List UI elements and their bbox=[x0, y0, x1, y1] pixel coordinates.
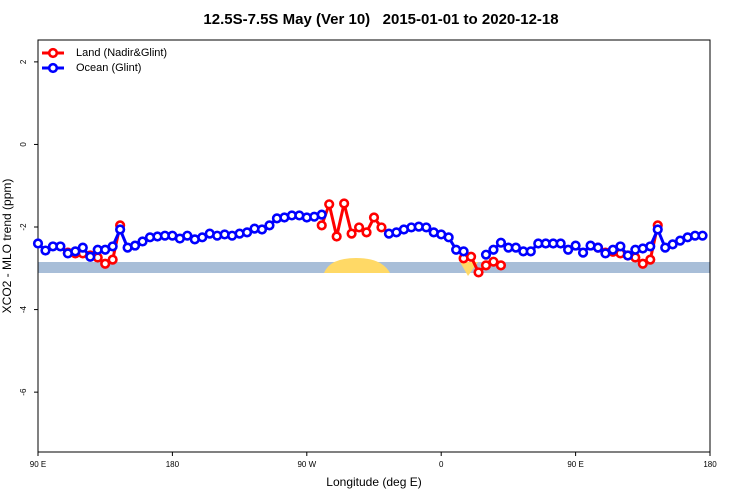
data-point bbox=[361, 227, 372, 238]
data-point bbox=[115, 224, 126, 235]
data-point bbox=[346, 228, 357, 239]
data-point bbox=[70, 246, 81, 257]
data-point bbox=[264, 220, 275, 231]
data-point bbox=[316, 220, 327, 231]
data-point bbox=[570, 240, 581, 251]
y-tick-label: -4 bbox=[19, 305, 28, 313]
data-point bbox=[480, 249, 492, 260]
y-axis-label: XCO2 - MLO trend (ppm) bbox=[0, 179, 14, 314]
data-point bbox=[55, 241, 66, 252]
data-point bbox=[488, 256, 499, 267]
data-point bbox=[182, 230, 193, 241]
legend-label: Land (Nadir&Glint) bbox=[76, 47, 167, 59]
data-point bbox=[324, 199, 335, 210]
data-point bbox=[510, 242, 521, 253]
data-point bbox=[577, 247, 589, 258]
data-point bbox=[376, 222, 387, 233]
y-tick-label: -2 bbox=[19, 223, 28, 231]
data-point bbox=[241, 227, 253, 238]
y-tick-label: 2 bbox=[19, 59, 28, 64]
data-point bbox=[339, 198, 350, 209]
data-point bbox=[107, 241, 118, 252]
plot-area bbox=[32, 198, 708, 278]
data-point bbox=[316, 209, 327, 220]
data-point bbox=[473, 267, 484, 278]
data-point bbox=[421, 222, 432, 233]
legend-marker bbox=[47, 47, 59, 59]
data-point bbox=[129, 240, 141, 251]
land-mask bbox=[38, 258, 710, 276]
data-point bbox=[697, 230, 708, 241]
data-point bbox=[368, 212, 380, 223]
data-point bbox=[32, 238, 44, 249]
data-point bbox=[555, 238, 566, 249]
data-point bbox=[331, 231, 342, 242]
data-point bbox=[85, 251, 96, 262]
x-tick-label: 180 bbox=[703, 460, 717, 469]
x-tick-label: 90 E bbox=[567, 460, 583, 469]
data-point bbox=[645, 241, 656, 252]
x-tick-label: 180 bbox=[166, 460, 180, 469]
data-point bbox=[77, 242, 88, 253]
x-tick-label: 90 W bbox=[297, 460, 316, 469]
data-point bbox=[100, 258, 111, 269]
data-point bbox=[465, 251, 477, 262]
data-point bbox=[488, 244, 499, 255]
data-point bbox=[592, 242, 604, 253]
data-point bbox=[622, 250, 633, 261]
land-patch bbox=[324, 258, 390, 273]
data-point bbox=[637, 258, 648, 269]
land-patch bbox=[460, 262, 478, 276]
data-point bbox=[667, 239, 678, 250]
data-point bbox=[443, 232, 454, 243]
data-point bbox=[256, 224, 268, 235]
legend-marker bbox=[47, 62, 59, 74]
x-tick-label: 0 bbox=[439, 460, 444, 469]
data-point bbox=[563, 244, 574, 255]
data-point bbox=[480, 260, 492, 271]
data-point bbox=[645, 254, 656, 265]
legend: Land (Nadir&Glint) Ocean (Glint) bbox=[42, 47, 167, 74]
x-axis-label: Longitude (deg E) bbox=[326, 475, 421, 489]
legend-label: Ocean (Glint) bbox=[76, 62, 141, 74]
data-point bbox=[495, 237, 507, 248]
data-point bbox=[197, 232, 208, 243]
data-point bbox=[107, 254, 118, 265]
data-point bbox=[137, 236, 148, 247]
chart-title: 12.5S-7.5S May (Ver 10) 2015-01-01 to 20… bbox=[203, 11, 558, 28]
data-point bbox=[652, 224, 663, 235]
data-point bbox=[495, 260, 507, 271]
y-tick-label: -6 bbox=[19, 388, 28, 396]
y-tick-label: 0 bbox=[19, 142, 28, 147]
data-point bbox=[525, 246, 536, 257]
data-point bbox=[353, 222, 365, 233]
data-point bbox=[40, 245, 51, 256]
data-point bbox=[600, 248, 611, 259]
data-point bbox=[615, 241, 626, 252]
data-point bbox=[458, 246, 469, 257]
x-tick-label: 90 E bbox=[30, 460, 46, 469]
